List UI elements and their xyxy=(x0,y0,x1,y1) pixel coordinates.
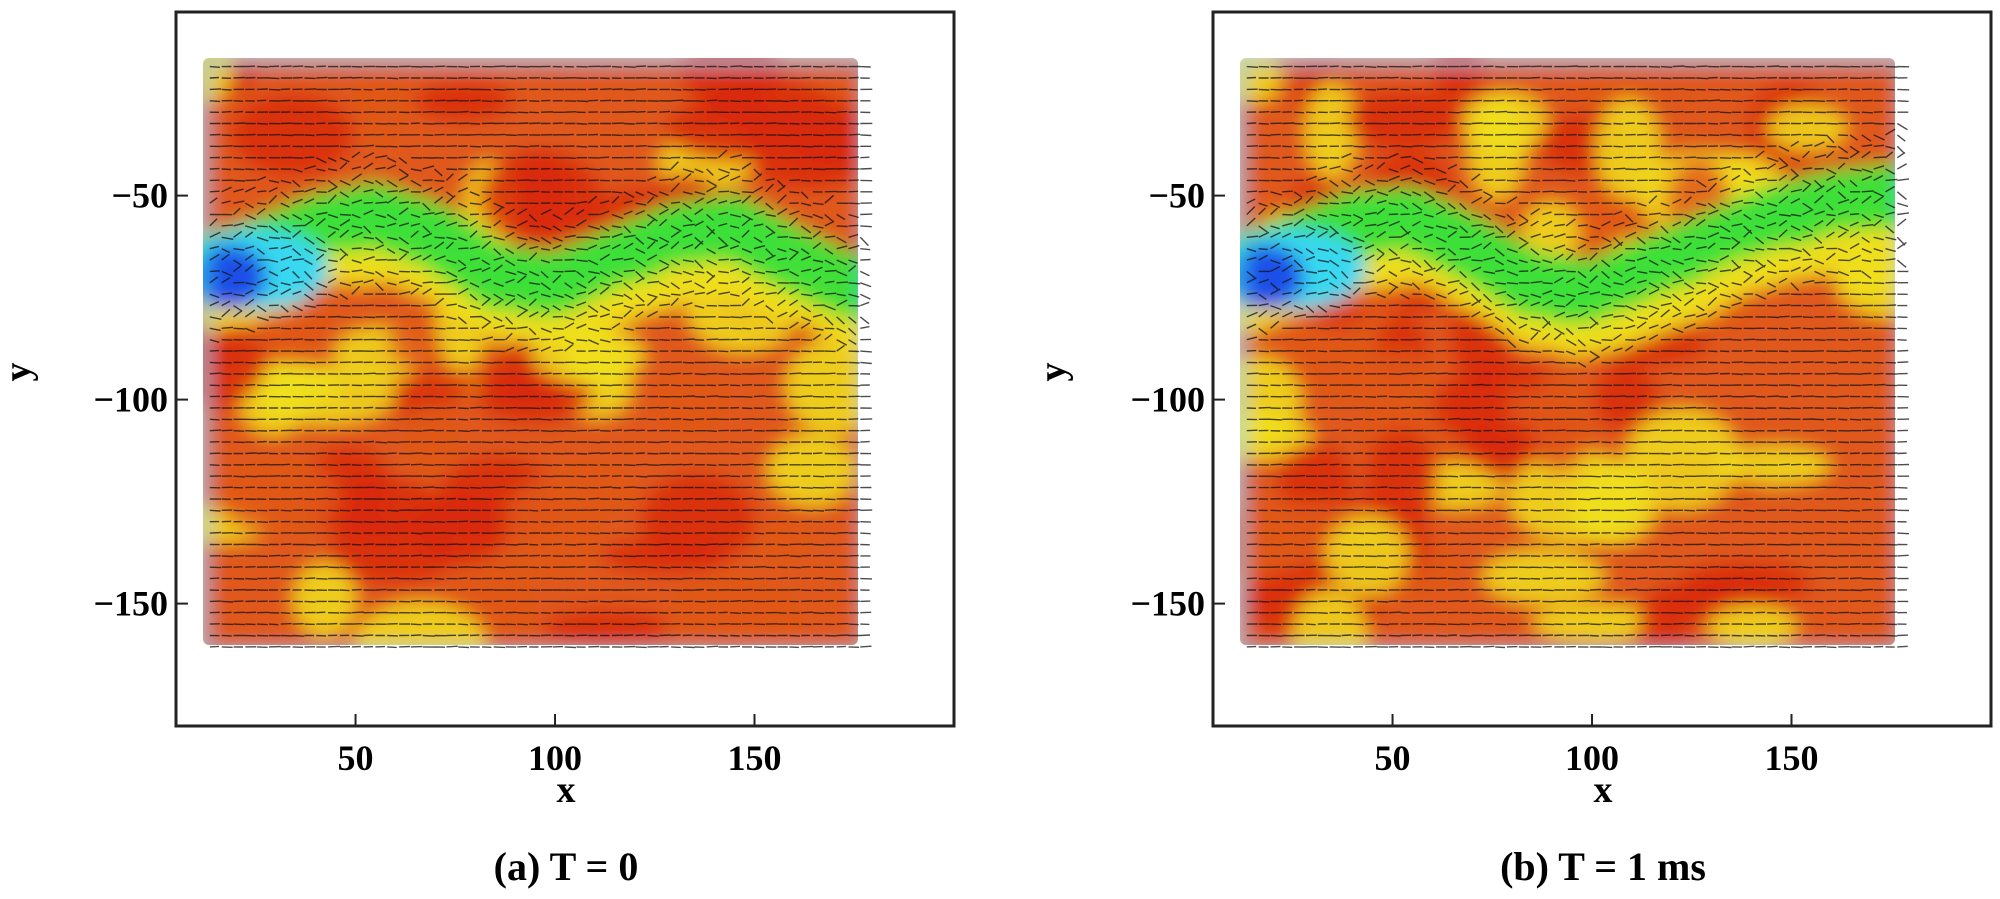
contour-patch xyxy=(352,58,409,150)
x-axis-b: 50 100 150 xyxy=(1375,714,1819,778)
x-tick-label: 100 xyxy=(1565,738,1619,778)
contour-patch xyxy=(230,92,355,177)
contour-patch xyxy=(502,477,601,580)
y-axis-b: −50 −100 −150 xyxy=(1130,176,1225,624)
contour-patch xyxy=(1433,373,1510,439)
contour-patch xyxy=(1305,80,1357,180)
contour-patch xyxy=(1707,604,1797,645)
domain-edge xyxy=(203,58,858,645)
x-tick-label: 100 xyxy=(528,738,582,778)
wake-region xyxy=(1865,162,1895,231)
contour-patch xyxy=(1347,89,1463,151)
contour-patch xyxy=(1508,450,1645,543)
y-axis-a: −50 −100 −150 xyxy=(93,176,188,624)
contour-patch xyxy=(1593,363,1659,432)
wake-edge xyxy=(1875,224,1895,261)
contour-patch xyxy=(1595,98,1661,200)
contour-patch xyxy=(1522,201,1581,262)
caption-a: (a) T = 0 xyxy=(494,844,639,889)
x-tick-label: 50 xyxy=(338,738,374,778)
contour-patch xyxy=(415,486,508,567)
contour-patch xyxy=(1325,514,1410,596)
x-axis-label-a: x xyxy=(557,769,576,811)
x-axis-a: 50 100 150 xyxy=(338,714,782,778)
velocity-vectors xyxy=(209,65,873,649)
wake-edge xyxy=(838,316,858,353)
y-tick-label: −50 xyxy=(111,176,168,216)
y-tick-label: −100 xyxy=(1130,380,1205,420)
contour-patch xyxy=(313,475,442,543)
contour-field-a xyxy=(203,58,858,645)
contour-patch xyxy=(1767,103,1846,152)
y-tick-label: −100 xyxy=(93,380,168,420)
vector-field-b xyxy=(1246,65,1910,649)
contour-patch xyxy=(1625,408,1740,510)
contour-patch xyxy=(1482,549,1605,604)
contour-patch xyxy=(1529,372,1591,472)
y-tick-label: −150 xyxy=(1130,584,1205,624)
x-tick-label: 150 xyxy=(1765,738,1819,778)
contour-patch xyxy=(1240,355,1302,446)
y-tick-label: −150 xyxy=(93,584,168,624)
contour-patch xyxy=(1277,443,1355,516)
vector-field-a xyxy=(209,65,873,649)
contour-patch xyxy=(293,562,356,638)
contour-patch xyxy=(698,77,832,131)
caption-b: (b) T = 1 ms xyxy=(1500,844,1706,889)
contour-patch xyxy=(1569,58,1653,104)
x-tick-label: 150 xyxy=(728,738,782,778)
x-tick-label: 50 xyxy=(1375,738,1411,778)
y-axis-label-a: y xyxy=(0,363,39,382)
contour-patch xyxy=(727,614,800,645)
contour-patch xyxy=(203,58,234,103)
contour-patch xyxy=(649,366,730,435)
velocity-vectors xyxy=(1246,65,1910,649)
wake-region xyxy=(828,254,858,323)
domain-edge xyxy=(1240,58,1895,645)
contour-patch xyxy=(405,403,458,479)
x-axis-label-b: x xyxy=(1594,769,1613,811)
contour-patch xyxy=(768,434,857,507)
y-axis-label-b: y xyxy=(1032,363,1074,382)
panel-a: 50 100 150 −50 −100 −150 x y (a) T = 0 xyxy=(0,10,956,889)
panel-b: 50 100 150 −50 −100 −150 x y (b) T = 1 ms xyxy=(1032,10,1993,889)
contour-patch xyxy=(1532,603,1656,643)
contour-patch xyxy=(480,149,602,247)
contour-patch xyxy=(542,609,674,645)
contour-field-b xyxy=(1240,58,1895,645)
contour-patch xyxy=(749,513,814,565)
y-tick-label: −50 xyxy=(1148,176,1205,216)
contour-patch xyxy=(1431,58,1485,104)
